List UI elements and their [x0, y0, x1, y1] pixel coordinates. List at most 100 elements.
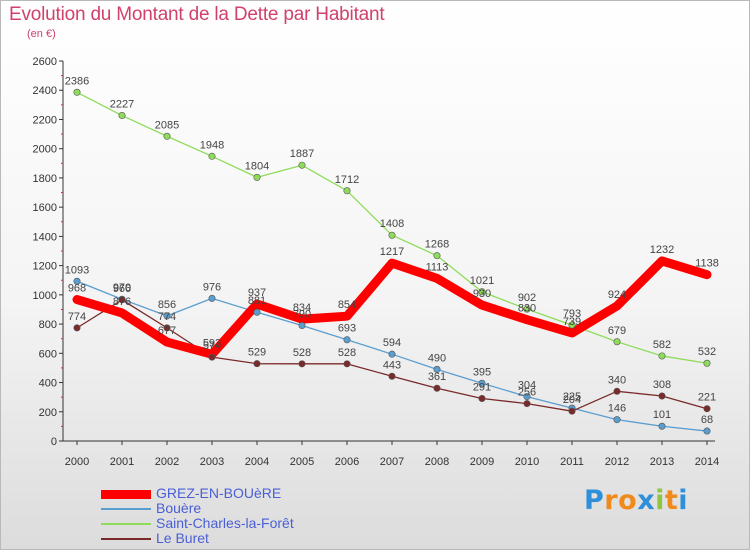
data-point: [613, 416, 621, 424]
data-point: [253, 173, 261, 181]
x-tick-label: 2009: [470, 456, 494, 468]
data-point: [568, 321, 576, 329]
data-point: [478, 379, 486, 387]
data-label: 679: [608, 325, 626, 337]
data-label: 937: [248, 287, 266, 299]
x-tick-label: 2003: [200, 456, 224, 468]
data-label: 970: [113, 282, 131, 294]
data-point: [253, 308, 261, 316]
data-label: 976: [203, 281, 221, 293]
data-point: [208, 294, 216, 302]
legend-item: Le Buret: [101, 531, 361, 546]
data-label: 68: [701, 414, 713, 426]
x-tick-label: 2005: [290, 456, 314, 468]
y-tick-label: 2600: [33, 56, 57, 68]
data-label: 256: [518, 387, 536, 399]
data-point: [433, 252, 441, 260]
data-label: 1021: [470, 275, 494, 287]
x-tick-label: 2000: [65, 456, 89, 468]
data-label: 876: [113, 296, 131, 308]
data-label: 1804: [245, 160, 269, 172]
data-point: [613, 338, 621, 346]
data-label: 490: [428, 352, 446, 364]
data-labels: 968 876 677 593 937 834 854 1217 1113 930 830 739 92…: [65, 75, 719, 426]
y-tick-label: 1800: [33, 173, 57, 185]
data-point: [613, 387, 621, 395]
data-point: [298, 161, 306, 169]
data-point: [388, 350, 396, 358]
data-label: 739: [563, 316, 581, 328]
data-label: 677: [158, 325, 176, 337]
chart-legend: GREZ-EN-BOUèRE Bouère Saint-Charles-la-For…: [101, 486, 361, 546]
legend-label: Saint-Charles-la-Forêt: [156, 515, 294, 531]
data-label: 1887: [290, 148, 314, 160]
data-label: 1948: [200, 139, 224, 151]
data-label: 2386: [65, 75, 89, 87]
data-point: [478, 288, 486, 296]
x-tick-label: 2004: [245, 456, 269, 468]
y-tick-label: 1400: [33, 231, 57, 243]
proxiti-logo: Proxiti: [584, 485, 689, 516]
legend-label: Bouère: [156, 500, 202, 516]
data-point: [343, 336, 351, 344]
y-tick-label: 400: [39, 378, 57, 390]
data-label: 930: [473, 288, 491, 300]
x-tick-label: 2011: [560, 456, 584, 468]
legend-item: GREZ-EN-BOUèRE: [101, 486, 361, 501]
y-tick-label: 1600: [33, 202, 57, 214]
data-point: [388, 231, 396, 239]
data-label: 790: [293, 309, 311, 321]
data-label: 225: [563, 391, 581, 403]
data-label: 834: [293, 302, 311, 314]
data-label: 966: [113, 283, 131, 295]
data-point: [523, 400, 531, 408]
data-point: [703, 405, 711, 413]
data-label: 902: [518, 292, 536, 304]
x-tick-label: 2002: [155, 456, 179, 468]
data-point: [118, 112, 126, 120]
data-label: 968: [68, 283, 86, 295]
data-point: [163, 312, 171, 320]
data-point: [658, 422, 666, 430]
data-label: 1113: [426, 261, 449, 273]
data-label: 924: [608, 289, 626, 301]
legend-swatch: [101, 489, 151, 499]
y-tick-label: 1000: [33, 290, 57, 302]
data-label: 830: [518, 303, 536, 315]
chart-title: Evolution du Montant de la Dette par Hab…: [9, 4, 385, 25]
data-label: 361: [428, 371, 446, 383]
data-label: 1712: [335, 174, 359, 186]
data-label: 529: [248, 347, 266, 359]
data-point: [433, 384, 441, 392]
data-label: 146: [608, 403, 626, 415]
data-point: [298, 322, 306, 330]
series-line-0: [72, 256, 712, 359]
legend-item: Saint-Charles-la-Forêt: [101, 516, 361, 531]
data-point: [523, 393, 531, 401]
y-tick-label: 600: [39, 348, 57, 360]
data-label: 774: [158, 311, 176, 323]
x-tick-label: 2013: [650, 456, 674, 468]
y-tick-label: 800: [39, 319, 57, 331]
data-point: [343, 187, 351, 195]
data-point: [703, 359, 711, 367]
data-label: 574: [203, 340, 221, 352]
legend-label: GREZ-EN-BOUèRE: [156, 485, 282, 501]
data-point: [568, 407, 576, 415]
data-point: [118, 296, 126, 304]
data-label: 1232: [650, 244, 674, 256]
data-label: 443: [383, 359, 401, 371]
data-point: [703, 427, 711, 435]
chart-subtitle: (en €): [27, 28, 56, 40]
data-label: 308: [653, 379, 671, 391]
data-label: 291: [473, 381, 491, 393]
series-points: [73, 88, 711, 435]
data-label: 1408: [380, 218, 404, 230]
data-point: [208, 353, 216, 361]
data-point: [253, 360, 261, 368]
data-point: [523, 305, 531, 313]
data-label: 304: [518, 380, 536, 392]
data-label: 1138: [695, 258, 719, 270]
y-tick-label: 2000: [33, 144, 57, 156]
legend-item: Bouère: [101, 501, 361, 516]
